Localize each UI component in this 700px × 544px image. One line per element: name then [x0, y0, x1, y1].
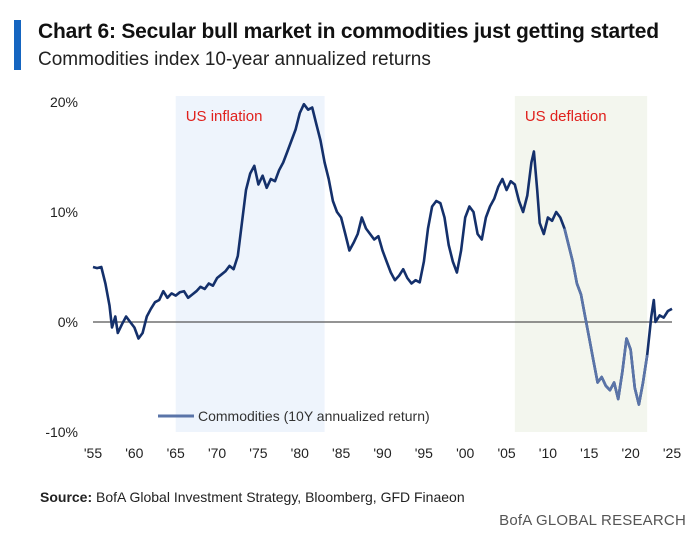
y-tick-label: 20% [50, 94, 78, 110]
x-tick-label: '15 [580, 445, 598, 461]
x-tick-label: '75 [249, 445, 267, 461]
x-tick-label: '60 [125, 445, 143, 461]
series-line-commodities-recent [563, 228, 649, 406]
chart-title: Chart 6: Secular bull market in commodit… [38, 20, 659, 43]
x-tick-label: '20 [622, 445, 640, 461]
x-tick-label: '25 [663, 445, 681, 461]
y-tick-label: -10% [45, 424, 78, 440]
x-tick-label: '55 [84, 445, 102, 461]
x-tick-label: '70 [208, 445, 226, 461]
shaded-region-deflation [514, 96, 648, 432]
source-label: Source: [40, 489, 93, 505]
region-label: US deflation [525, 108, 607, 125]
y-tick-label: 0% [58, 314, 78, 330]
x-tick-label: '90 [373, 445, 391, 461]
shaded-region-inflation [175, 96, 325, 432]
region-label: US inflation [186, 108, 263, 125]
x-tick-label: '80 [291, 445, 309, 461]
x-tick-label: '10 [539, 445, 557, 461]
accent-bar [14, 20, 21, 70]
legend-label: Commodities (10Y annualized return) [198, 408, 430, 424]
chart-subtitle: Commodities index 10-year annualized ret… [38, 49, 431, 70]
line-chart: US inflation US deflation 20% 10% 0% -10% '55 '… [45, 94, 681, 461]
x-tick-label: '65 [167, 445, 185, 461]
x-tick-label: '05 [497, 445, 515, 461]
x-tick-label: '85 [332, 445, 350, 461]
x-tick-label: '95 [415, 445, 433, 461]
x-tick-label: '00 [456, 445, 474, 461]
brand-logo-text: BofA GLOBAL RESEARCH [499, 512, 686, 529]
y-tick-label: 10% [50, 204, 78, 220]
source-text: BofA Global Investment Strategy, Bloombe… [96, 489, 465, 505]
source-note: Source: BofA Global Investment Strategy,… [40, 489, 465, 505]
